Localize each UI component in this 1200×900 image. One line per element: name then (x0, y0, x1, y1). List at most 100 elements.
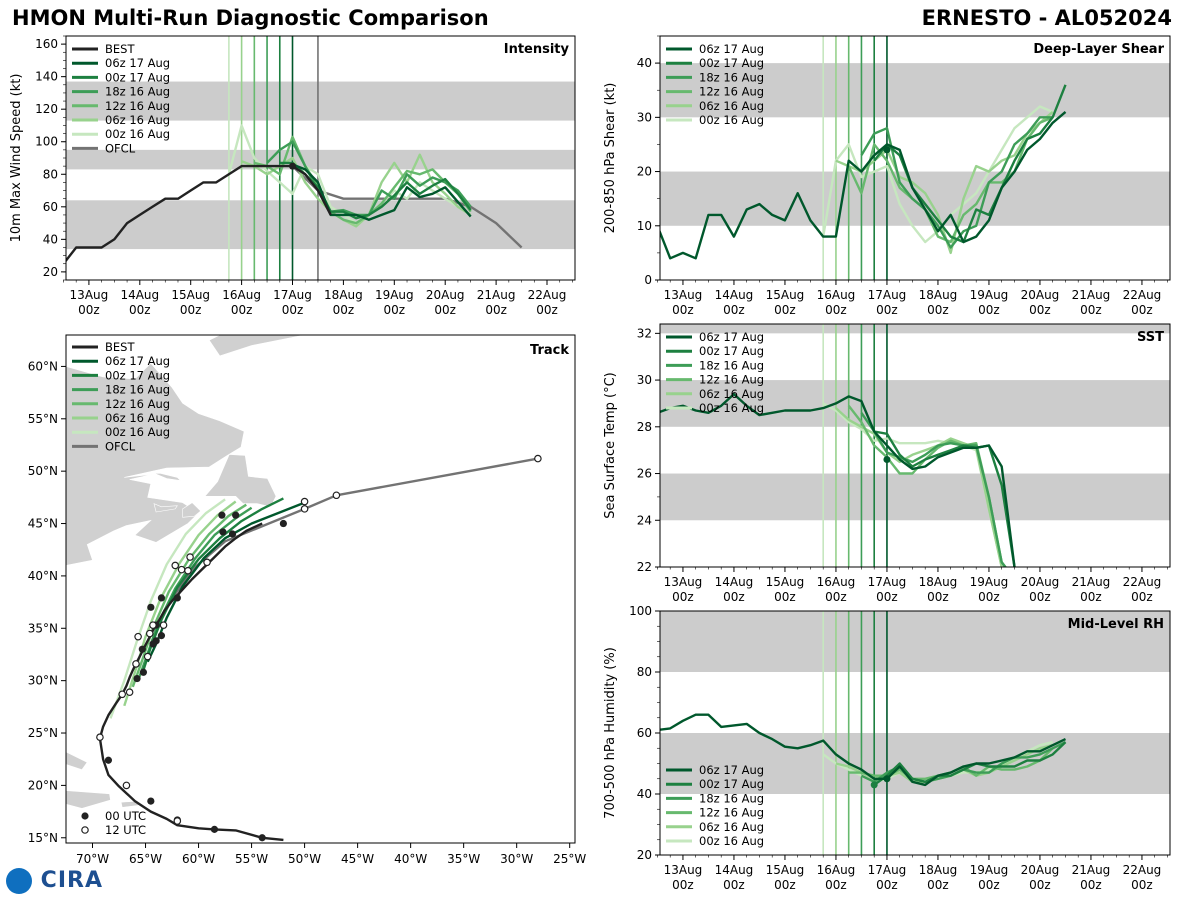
rh-xtick-label: 00z (1029, 878, 1051, 892)
rh-ylabel: 700-500 hPa Humidity (%) (603, 647, 618, 819)
intensity-legend-label: 00z 16 Aug (105, 127, 170, 141)
track-12utc-dot (143, 652, 152, 661)
track-xtick-label: 45°W (341, 852, 374, 866)
track-legend-label: BEST (105, 340, 135, 354)
shear-legend-label: 18z 16 Aug (699, 70, 764, 84)
shear-ylabel: 200-850 hPa Shear (kt) (603, 83, 618, 234)
shear-plot-area (660, 36, 1170, 280)
track-12utc-dot (118, 690, 127, 699)
track-00utc-dot (218, 511, 226, 519)
track-12utc-dot (149, 621, 157, 629)
track-12utc-dot (203, 558, 211, 567)
cira-logo: CIRA (6, 868, 103, 894)
track-legend-label: 06z 16 Aug (105, 411, 170, 425)
shear-xtick-label: 00z (978, 303, 1000, 317)
track-00utc-dot (147, 797, 155, 805)
track-legend-label: 00z 16 Aug (105, 425, 170, 439)
track-legend-label: 06z 17 Aug (105, 354, 170, 368)
track-00utc-dot (138, 645, 146, 653)
sst-legend-label: 00z 16 Aug (699, 401, 764, 415)
shear-xtick-label: 00z (1029, 303, 1051, 317)
track-title: Track (530, 343, 569, 358)
sst-xtick-label: 00z (876, 590, 898, 604)
track-ytick-label: 55°N (28, 412, 58, 426)
rh-legend-label: 06z 16 Aug (699, 820, 764, 834)
track-12utc-dot (125, 688, 134, 696)
sst-legend-label: 06z 16 Aug (699, 387, 764, 401)
intensity-ytick-label: 60 (43, 200, 58, 214)
shear-ytick-label: 20 (637, 165, 652, 179)
shear-xtick-label: 00z (1131, 303, 1153, 317)
track-xtick-label: 55°W (235, 852, 268, 866)
rh-ytick-label: 60 (637, 726, 652, 740)
intensity-ytick-label: 160 (35, 37, 58, 51)
rh-xtick-label: 00z (672, 878, 694, 892)
intensity-xtick-label: 20Aug (426, 288, 465, 302)
intensity-xtick-label: 14Aug (120, 288, 159, 302)
sst-title: SST (1137, 330, 1164, 345)
intensity-ylabel: 10m Max Wind Speed (kt) (9, 74, 24, 243)
intensity-xtick-label: 17Aug (273, 288, 312, 302)
rh-ytick-label: 80 (637, 665, 652, 679)
sst-legend-label: 18z 16 Aug (699, 358, 764, 372)
track-legend-12utc-marker (81, 826, 89, 834)
rh-xtick-label: 00z (774, 878, 796, 892)
rh-ytick-label: 40 (637, 787, 652, 801)
rh-xtick-label: 00z (978, 878, 1000, 892)
newfoundland-land (204, 454, 277, 508)
sst-xtick-label: 15Aug (766, 575, 805, 589)
shear-ytick-label: 10 (637, 219, 652, 233)
sst-xtick-label: 14Aug (715, 575, 754, 589)
sst-ytick-label: 24 (637, 513, 652, 527)
sst-xtick-label: 00z (927, 590, 949, 604)
sst-xtick-label: 18Aug (919, 575, 958, 589)
cape-breton-land (182, 502, 202, 518)
rh-band (660, 733, 1170, 794)
track-12utc-dot (173, 817, 182, 825)
track-legend-12utc-label: 12 UTC (105, 823, 146, 837)
track-00utc-dot (232, 511, 240, 519)
intensity-ytick-label: 40 (43, 232, 58, 246)
intensity-xtick-label: 16Aug (222, 288, 261, 302)
rh-xtick-label: 13Aug (664, 863, 703, 877)
track-00utc-dot (258, 834, 266, 842)
track-00utc-dot (104, 756, 113, 764)
track-00utc-dot (219, 528, 227, 536)
shear-legend-label: 06z 16 Aug (699, 99, 764, 113)
track-legend-00utc-marker (81, 812, 89, 820)
track-12utc-dot (184, 566, 192, 575)
rh-panel: 2040608010013Aug00z14Aug00z15Aug00z16Aug… (603, 604, 1171, 892)
rh-legend-label: 00z 17 Aug (699, 777, 764, 791)
sst-legend-label: 06z 17 Aug (699, 330, 764, 344)
intensity-xtick-label: 00z (434, 303, 456, 317)
logo-text: CIRA (40, 868, 103, 893)
intensity-legend-label: 06z 17 Aug (105, 56, 170, 70)
intensity-title: Intensity (504, 42, 570, 57)
rh-ytick-label: 20 (637, 848, 652, 862)
track-00utc-dot (279, 519, 287, 528)
shear-band (660, 63, 1170, 118)
shear-ytick-label: 40 (637, 56, 652, 70)
intensity-plot-area (66, 36, 575, 280)
track-12utc-dot (186, 553, 194, 561)
shear-xtick-label: 00z (927, 303, 949, 317)
sst-ytick-label: 22 (637, 560, 652, 574)
track-00utc-dot (157, 632, 166, 640)
intensity-xtick-label: 13Aug (70, 288, 109, 302)
track-xtick-label: 70°W (76, 852, 109, 866)
sst-xtick-label: 00z (774, 590, 796, 604)
rh-xtick-label: 00z (927, 878, 949, 892)
track-12utc-dot (300, 505, 309, 513)
logo-globe-icon (6, 868, 32, 894)
sst-series-line (860, 412, 1007, 567)
intensity-legend-label: 00z 17 Aug (105, 70, 170, 84)
track-ytick-label: 15°N (28, 831, 58, 845)
shear-series-line (660, 110, 1067, 260)
track-00utc-dot (133, 674, 141, 683)
track-series-line (149, 457, 539, 645)
shear-title: Deep-Layer Shear (1033, 42, 1164, 57)
rh-title: Mid-Level RH (1068, 617, 1164, 632)
shear-xtick-label: 00z (825, 303, 847, 317)
sst-ytick-label: 30 (637, 373, 652, 387)
track-panel: 70°W 65°W 60°W 55°W 50°W 45°W 40°W 35°W 30°W 25°W… (28, 334, 586, 866)
